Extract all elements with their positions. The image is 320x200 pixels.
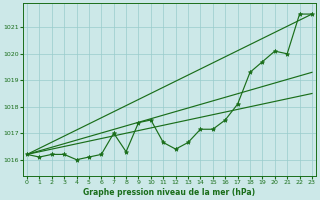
X-axis label: Graphe pression niveau de la mer (hPa): Graphe pression niveau de la mer (hPa)	[84, 188, 256, 197]
